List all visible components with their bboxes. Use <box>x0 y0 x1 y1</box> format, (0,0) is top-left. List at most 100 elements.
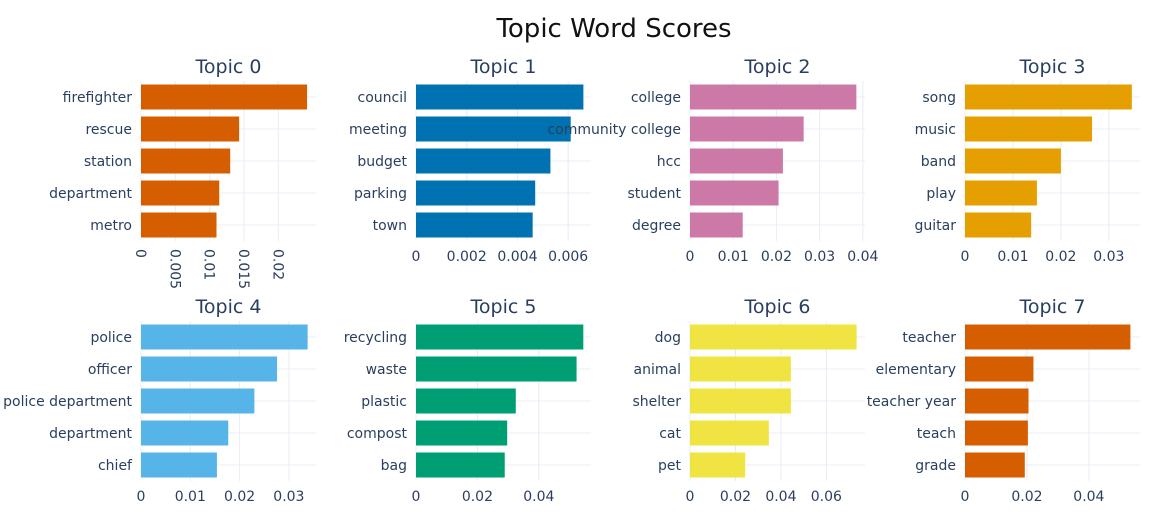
bar <box>690 420 769 446</box>
category-label: budget <box>357 154 407 170</box>
bar <box>416 356 577 382</box>
bar <box>965 84 1132 110</box>
x-tick-label: 0.02 <box>269 249 285 280</box>
category-label: student <box>627 186 681 202</box>
bar <box>965 420 1028 446</box>
category-label: meeting <box>349 122 407 138</box>
bar <box>690 116 804 142</box>
category-label: rescue <box>85 122 132 138</box>
bar <box>416 212 533 238</box>
bar <box>965 116 1093 142</box>
x-tick-label: 0 <box>686 249 695 265</box>
bar <box>690 84 857 110</box>
x-tick-label: 0.01 <box>201 249 217 280</box>
x-tick-label: 0.02 <box>720 489 751 505</box>
category-label: plastic <box>361 394 407 410</box>
category-label: police <box>90 330 132 346</box>
category-label: police department <box>3 394 132 410</box>
bar <box>965 180 1037 206</box>
category-label: compost <box>347 426 408 442</box>
bar <box>416 180 536 206</box>
bar <box>690 356 791 382</box>
subplot-title: Topic 2 <box>744 56 811 78</box>
category-label: degree <box>632 218 681 234</box>
bar <box>690 388 791 414</box>
category-label: metro <box>90 218 132 234</box>
bar <box>141 148 231 174</box>
subplot-title: Topic 6 <box>744 296 811 318</box>
category-label: council <box>358 90 408 106</box>
bar <box>416 388 516 414</box>
category-label: firefighter <box>63 90 133 106</box>
bar <box>416 420 508 446</box>
category-label: pet <box>658 458 682 474</box>
category-label: department <box>49 186 132 202</box>
x-tick-label: 0.04 <box>847 249 878 265</box>
x-tick-label: 0.04 <box>765 489 796 505</box>
bar <box>141 452 217 478</box>
x-tick-label: 0.006 <box>548 249 588 265</box>
category-label: teacher year <box>867 394 957 410</box>
x-tick-label: 0.01 <box>997 249 1028 265</box>
category-label: hcc <box>657 154 681 170</box>
x-tick-label: 0.02 <box>761 249 792 265</box>
x-tick-label: 0.01 <box>718 249 749 265</box>
subplot-title: Topic 0 <box>195 56 262 78</box>
bar <box>690 324 857 350</box>
category-label: guitar <box>915 218 957 234</box>
category-label: community college <box>547 122 681 138</box>
subplot-title: Topic 5 <box>470 296 537 318</box>
x-tick-label: 0.005 <box>166 249 182 289</box>
x-tick-label: 0.015 <box>235 249 251 289</box>
x-tick-label: 0 <box>132 249 148 258</box>
category-label: station <box>84 154 132 170</box>
x-tick-label: 0.01 <box>175 489 206 505</box>
bar <box>141 356 278 382</box>
bar <box>690 180 779 206</box>
subplot-title: Topic 1 <box>470 56 537 78</box>
bar <box>965 356 1034 382</box>
bar <box>416 84 584 110</box>
category-label: parking <box>354 186 407 202</box>
bar <box>690 212 743 238</box>
chart-title: Topic Word Scores <box>495 14 731 44</box>
x-tick-label: 0.03 <box>1093 249 1124 265</box>
x-tick-label: 0 <box>961 249 970 265</box>
bar <box>690 148 783 174</box>
x-tick-label: 0.02 <box>224 489 255 505</box>
subplot-title: Topic 3 <box>1019 56 1086 78</box>
category-label: college <box>631 90 681 106</box>
category-label: bag <box>381 458 407 474</box>
subplot-title: Topic 4 <box>195 296 262 318</box>
category-label: shelter <box>632 394 681 410</box>
category-label: town <box>373 218 407 234</box>
bar <box>141 84 308 110</box>
bar <box>141 324 308 350</box>
category-label: play <box>926 186 956 202</box>
category-label: music <box>915 122 956 138</box>
x-tick-label: 0 <box>686 489 695 505</box>
x-tick-label: 0 <box>137 489 146 505</box>
x-tick-label: 0.004 <box>497 249 537 265</box>
category-label: cat <box>659 426 681 442</box>
category-label: recycling <box>344 330 407 346</box>
bar <box>416 116 571 142</box>
x-tick-label: 0.06 <box>811 489 842 505</box>
bar <box>141 116 240 142</box>
x-tick-label: 0.03 <box>804 249 835 265</box>
bar <box>690 452 746 478</box>
category-label: band <box>921 154 956 170</box>
bar <box>965 148 1061 174</box>
category-label: department <box>49 426 132 442</box>
bar <box>965 324 1131 350</box>
x-tick-label: 0.04 <box>1073 489 1104 505</box>
bar <box>141 212 217 238</box>
bar <box>416 324 584 350</box>
x-tick-label: 0.03 <box>273 489 304 505</box>
bar <box>141 420 229 446</box>
subplot-title: Topic 7 <box>1019 296 1086 318</box>
category-label: song <box>922 90 956 106</box>
category-label: officer <box>88 362 132 378</box>
bar <box>416 148 551 174</box>
